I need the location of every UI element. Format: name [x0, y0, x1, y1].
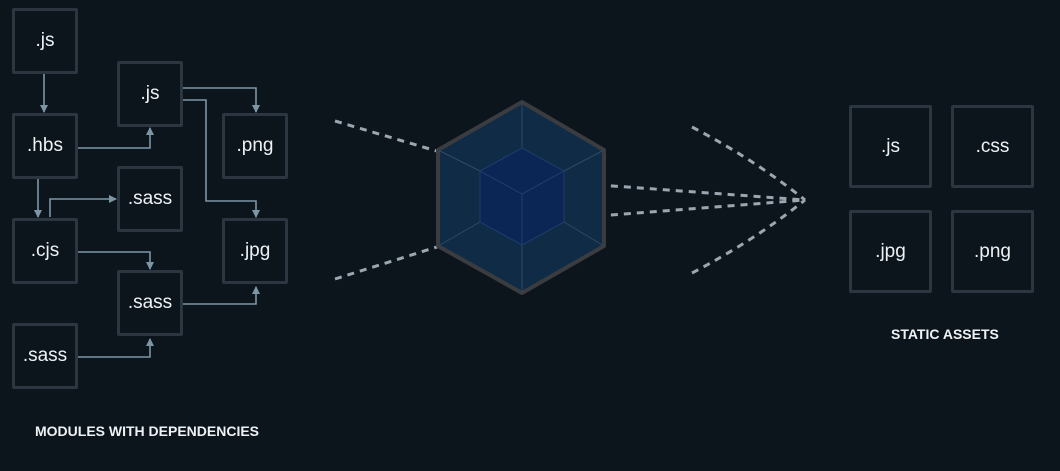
dashed-out-lower [571, 198, 806, 220]
cube-facets [437, 102, 605, 293]
dashed-curve-bottom [691, 198, 806, 275]
dashed-out-upper [571, 181, 806, 202]
dependency-arrows [34, 73, 260, 358]
arrow-cjs-to-sass-lower [78, 251, 154, 270]
modules-caption: MODULES WITH DEPENDENCIES [35, 423, 260, 439]
module-js-top: .js [12, 8, 78, 74]
module-sass-left: .sass [12, 323, 78, 389]
asset-js: .js [849, 105, 932, 188]
module-jpg: .jpg [222, 218, 288, 284]
module-sass-upper: .sass [117, 166, 183, 232]
dashed-curve-top [691, 125, 806, 202]
bundler-cube [436, 100, 606, 295]
dashed-flow-lines [334, 119, 806, 281]
module-png: .png [222, 113, 288, 179]
arrow-js-to-jpg [182, 99, 260, 218]
asset-jpg: .jpg [849, 210, 932, 293]
asset-png: .png [951, 210, 1034, 293]
module-hbs: .hbs [12, 113, 78, 179]
arrow-js-to-png [182, 87, 260, 113]
module-js-mid: .js [117, 61, 183, 127]
module-sass-lower: .sass [117, 270, 183, 336]
asset-css: .css [951, 105, 1034, 188]
dashed-in-bottom [334, 244, 441, 281]
arrow-hbs-to-js [78, 127, 154, 149]
dashed-in-top [334, 119, 441, 154]
module-cjs: .cjs [12, 218, 78, 284]
arrow-cjs-to-sass [49, 195, 117, 217]
arrow-sass-to-jpg [182, 286, 260, 305]
arrow-sass-left-to-sass [78, 338, 154, 358]
assets-caption: STATIC ASSETS [891, 326, 999, 342]
